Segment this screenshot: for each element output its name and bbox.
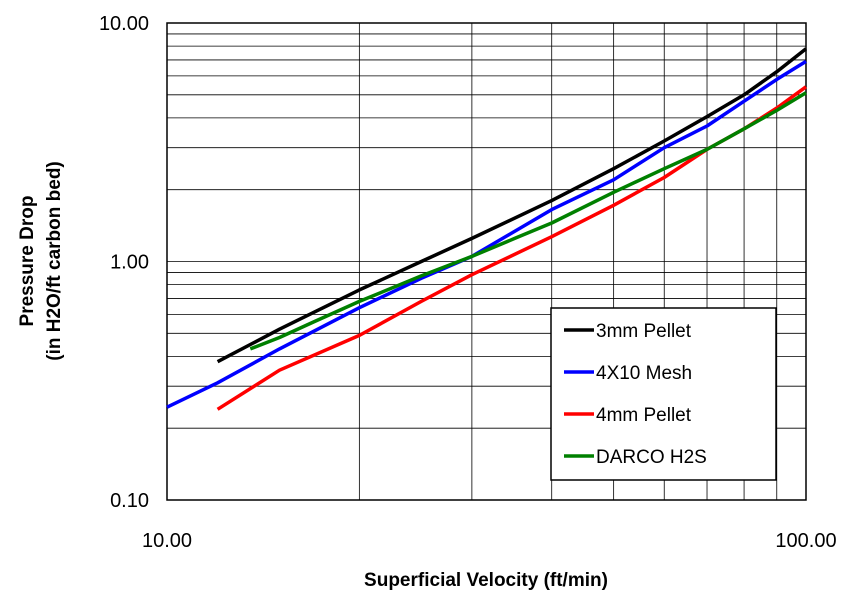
legend-label: 3mm Pellet <box>596 321 692 342</box>
legend-label: DARCO H2S <box>596 447 707 468</box>
legend-label: 4mm Pellet <box>596 405 692 426</box>
y-tick-label: 1.00 <box>110 252 149 274</box>
y-tick-label: 10.00 <box>99 13 149 35</box>
y-axis-title-line1: Pressure Drop <box>17 196 38 327</box>
y-axis-title-line2: (in H2O/ft carbon bed) <box>44 161 65 361</box>
series-line-4 <box>249 91 807 351</box>
x-tick-label: 100.00 <box>775 530 836 552</box>
series-line-2 <box>166 59 807 409</box>
legend-label: 4X10 Mesh <box>596 363 692 384</box>
x-axis-title: Superficial Velocity (ft/min) <box>364 570 608 591</box>
x-tick-labels: 10.00 100.00 <box>142 530 837 552</box>
y-tick-label: 0.10 <box>110 490 149 512</box>
plot-border <box>166 22 807 501</box>
legend-box <box>550 307 777 481</box>
x-tick-label: 10.00 <box>142 530 192 552</box>
legend: 3mm Pellet 4X10 Mesh 4mm Pellet DARCO H2S <box>550 307 777 481</box>
series-layer <box>166 47 808 411</box>
series-line-1 <box>216 47 808 364</box>
y-tick-labels: 0.10 1.00 10.00 <box>99 13 149 512</box>
